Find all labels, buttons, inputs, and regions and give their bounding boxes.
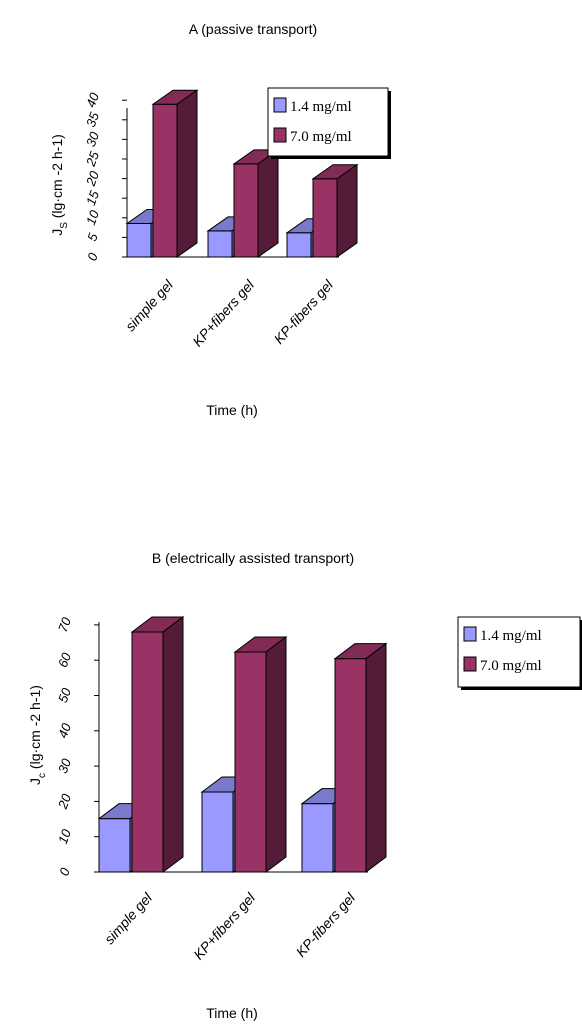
y-tick-label: 70 (55, 615, 74, 634)
category-label: KP-fibers gel (293, 889, 359, 960)
y-tick-label: 15 (83, 188, 102, 207)
bar-front (201, 791, 234, 873)
category-label: KP-fibers gel (271, 276, 337, 347)
x-axis-label: Time (h) (206, 1005, 258, 1021)
legend-label: 7.0 mg/ml (290, 129, 352, 145)
bar-side (257, 148, 279, 258)
legend-label: 1.4 mg/ml (480, 628, 542, 644)
bar-front (286, 232, 312, 258)
bar-side (176, 89, 198, 258)
legend: 1.4 mg/ml 7.0 mg/ml (267, 87, 391, 159)
bar-side (336, 163, 358, 258)
legend-label: 1.4 mg/ml (290, 99, 352, 115)
chart-title: A (passive transport) (189, 21, 317, 37)
y-axis-label-sub: c (37, 773, 48, 778)
chart-b: B (electrically assisted transport) 0 10 20… (27, 550, 582, 1021)
category-label: KP+fibers gel (190, 889, 258, 963)
y-axis-label-unit: (lg·cm -2 h-1) (49, 134, 65, 222)
y-tick-label: 50 (55, 685, 74, 704)
legend-swatch (463, 656, 477, 672)
bar-high-kp-fibers-gel (311, 163, 359, 258)
category-label: simple gel (101, 889, 156, 947)
bar-side (365, 642, 387, 873)
bar-front (233, 163, 259, 258)
legend: 1.4 mg/ml 7.0 mg/ml (457, 616, 582, 690)
bar-front (131, 631, 164, 873)
y-axis-label: Jc (lg·cm -2 h-1) (27, 685, 48, 785)
bar-high-kp-fibers-gel (232, 148, 280, 258)
y-tick-label: 5 (84, 231, 101, 244)
y-tick-label: 60 (55, 650, 74, 669)
y-tick-label: 0 (84, 250, 101, 263)
category-label: simple gel (122, 276, 177, 334)
bar-front (207, 230, 233, 258)
bar-front (334, 658, 367, 873)
bar-front (98, 818, 131, 873)
y-axis-label-main: J (49, 229, 65, 236)
legend-box (267, 87, 389, 157)
y-axis-label-main: J (27, 778, 43, 785)
y-tick-label: 20 (83, 168, 103, 188)
y-tick-label: 30 (55, 756, 74, 775)
legend-box (457, 616, 581, 688)
bar-front (312, 178, 338, 258)
bar-side (162, 616, 184, 873)
legend-label: 7.0 mg/ml (480, 658, 542, 674)
y-tick-label: 10 (83, 208, 102, 227)
bar-front (126, 222, 152, 258)
y-tick-label: 0 (56, 865, 73, 878)
y-tick-label: 20 (55, 791, 75, 811)
legend-swatch (273, 127, 287, 143)
y-tick-label: 25 (83, 149, 103, 169)
y-tick-label: 30 (83, 129, 102, 148)
bar-high-kp-fibers-gel (333, 642, 388, 873)
bar-high-simple-gel (151, 89, 199, 258)
legend-swatch (273, 97, 287, 113)
bar-front (301, 803, 334, 873)
y-tick-label: 35 (83, 110, 102, 129)
chart-title: B (electrically assisted transport) (152, 550, 354, 566)
y-axis-label: JS (lg·cm -2 h-1) (49, 134, 70, 236)
y-axis-label-sub: S (59, 222, 70, 229)
bar-high-kp-fibers-gel (233, 636, 288, 873)
y-tick-label: 40 (83, 90, 102, 109)
bar-front (152, 103, 178, 258)
y-axis-label-unit: (lg·cm -2 h-1) (27, 685, 43, 773)
y-tick-label: 40 (55, 721, 74, 740)
legend-swatch (463, 626, 477, 642)
bar-high-simple-gel (130, 616, 185, 873)
bar-front (234, 651, 267, 873)
category-label: KP+fibers gel (189, 276, 257, 350)
y-tick-label: 10 (55, 826, 74, 845)
x-axis-label: Time (h) (206, 402, 258, 418)
bar-side (265, 636, 287, 873)
